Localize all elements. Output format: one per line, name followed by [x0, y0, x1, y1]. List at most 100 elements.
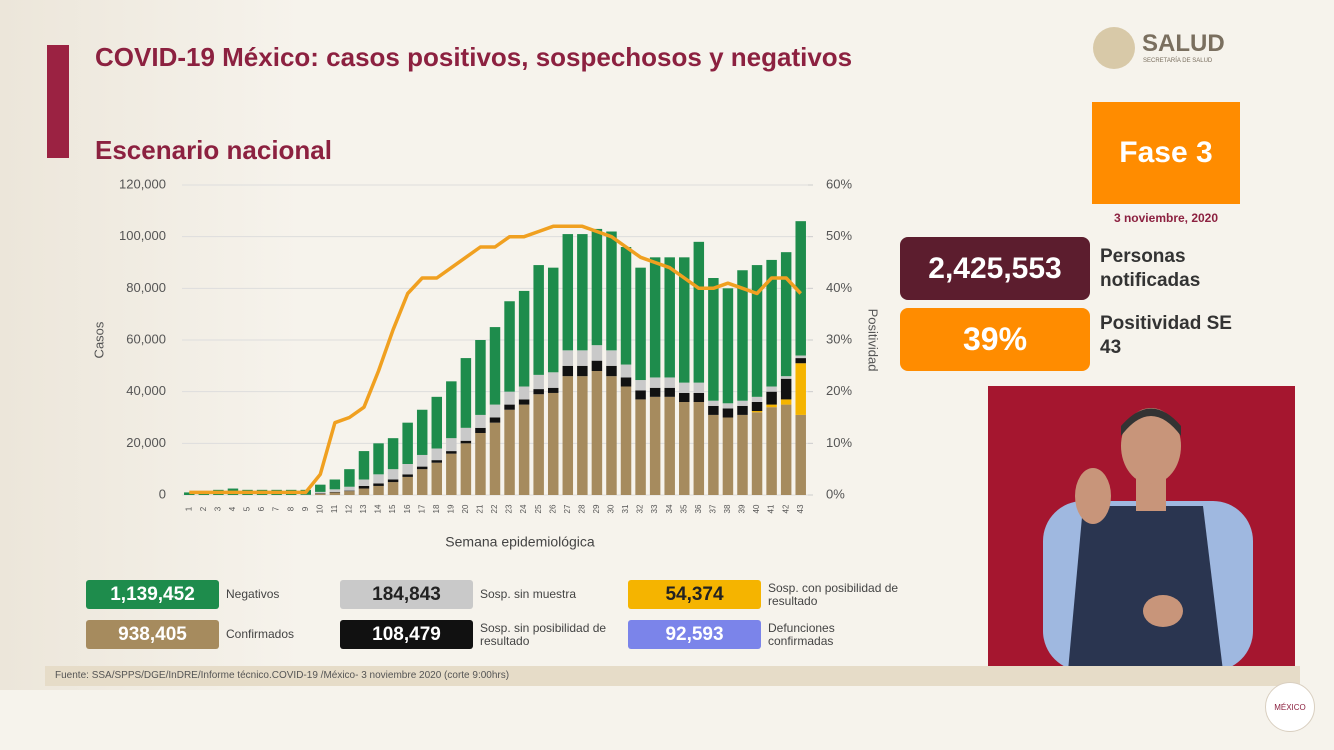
- bar-segment: [679, 257, 690, 383]
- bar-segment: [577, 350, 588, 366]
- bar-segment: [591, 228, 603, 346]
- bar-segment: [329, 492, 341, 495]
- y-tick-label: 20,000: [126, 435, 166, 450]
- y2-tick-label: 0%: [826, 486, 845, 501]
- y-tick-label: 40,000: [126, 383, 166, 398]
- bar-segment: [679, 402, 690, 495]
- bar-segment: [460, 440, 472, 444]
- x-tick-label: 5: [243, 506, 252, 511]
- bar-segment: [533, 389, 544, 395]
- bar-segment: [620, 386, 632, 495]
- bar-segment: [315, 484, 326, 492]
- bar-segment: [387, 438, 399, 470]
- bar-segment: [708, 400, 719, 406]
- positivity-box: 39%: [900, 308, 1090, 371]
- positivity-line: [189, 224, 802, 495]
- bar-segment: [795, 363, 806, 415]
- logo-emblem: [1093, 27, 1135, 69]
- bar-segment: [446, 451, 457, 454]
- bar-segment: [475, 414, 486, 428]
- bar-segment: [751, 396, 763, 402]
- bar-segment: [402, 476, 413, 495]
- bar-segment: [722, 408, 734, 418]
- x-tick-label: 20: [461, 504, 470, 513]
- bar-segment: [795, 355, 806, 359]
- gov-logo: MÉXICO: [1265, 682, 1315, 732]
- bar-segment: [766, 407, 777, 495]
- bar-segment: [591, 371, 603, 495]
- x-tick-label: 1: [184, 506, 193, 511]
- bar-segment: [591, 345, 603, 361]
- x-tick-label: 38: [723, 504, 732, 513]
- x-tick-label: 19: [446, 504, 455, 513]
- bar-segment: [635, 380, 646, 391]
- x-tick-label: 41: [767, 504, 776, 513]
- x-tick-label: 39: [738, 504, 747, 513]
- bar-segment: [504, 409, 515, 495]
- x-tick-label: 32: [636, 504, 645, 513]
- bar-segment: [547, 372, 559, 388]
- bar-segment: [620, 377, 632, 387]
- bar-segment: [606, 350, 617, 366]
- x-tick-label: 25: [534, 504, 543, 513]
- x-tick-label: 2: [199, 506, 208, 511]
- bar-segment: [518, 290, 530, 387]
- bar-segment: [315, 493, 326, 494]
- bar-segment: [649, 396, 661, 495]
- bar-segment: [504, 301, 515, 392]
- bar-segment: [780, 376, 792, 379]
- source: Fuente: SSA/SPPS/DGE/InDRE/Informe técni…: [55, 670, 510, 681]
- x-tick-label: 21: [476, 504, 485, 513]
- legend-label: Confirmados: [226, 627, 295, 641]
- phase-box: Fase 3: [1092, 102, 1240, 204]
- bar-segment: [358, 485, 370, 489]
- bar-segment: [766, 386, 777, 392]
- bar-segment: [562, 376, 574, 495]
- legend-total: 54,374: [628, 580, 761, 609]
- bar-segment: [606, 231, 617, 351]
- bar-segment: [387, 482, 399, 495]
- y-tick-label: 0: [159, 486, 166, 501]
- subtitle: Escenario nacional: [95, 135, 332, 165]
- x-tick-label: 9: [301, 506, 310, 511]
- bar-segment: [518, 399, 530, 405]
- bar-segment: [751, 265, 763, 397]
- x-tick-label: 35: [679, 504, 688, 513]
- legend-total: 92,593: [628, 620, 761, 649]
- bar-segment: [504, 404, 515, 410]
- bar-segment: [737, 270, 748, 401]
- bar-segment: [780, 404, 792, 495]
- y2-tick-label: 30%: [826, 331, 852, 346]
- bar-segment: [329, 489, 341, 492]
- bar-segment: [577, 234, 588, 351]
- bar-segment: [475, 433, 486, 495]
- bar-segment: [373, 474, 384, 484]
- bar-segment: [722, 417, 734, 495]
- x-axis-label: Semana epidemiológica: [445, 534, 595, 550]
- bar-segment: [547, 387, 559, 393]
- y-tick-label: 80,000: [126, 280, 166, 295]
- bar-segment: [431, 460, 443, 463]
- x-tick-label: 8: [286, 506, 295, 511]
- bar-segment: [766, 259, 777, 387]
- bar-segment: [489, 422, 501, 495]
- bar-segment: [635, 399, 646, 495]
- bar-segment: [460, 427, 472, 441]
- y2-tick-label: 10%: [826, 435, 852, 450]
- bar-segment: [620, 247, 632, 365]
- bar-segment: [751, 412, 763, 495]
- bar-segment: [358, 451, 370, 480]
- bar-segment: [693, 241, 705, 383]
- bar-segment: [737, 414, 748, 495]
- notified-label: Personas notificadas: [1100, 246, 1201, 291]
- bar-segment: [533, 394, 544, 495]
- bar-segment: [766, 404, 777, 408]
- date: 3 noviembre, 2020: [1113, 211, 1219, 225]
- positivity-label: Positividad SE 43: [1100, 313, 1232, 358]
- x-tick-label: 10: [315, 504, 324, 513]
- bar-segment: [315, 491, 326, 494]
- y2-tick-label: 60%: [826, 176, 852, 191]
- x-tick-label: 27: [563, 504, 572, 513]
- bar-segment: [795, 358, 806, 364]
- legend-total: 938,405: [86, 620, 219, 649]
